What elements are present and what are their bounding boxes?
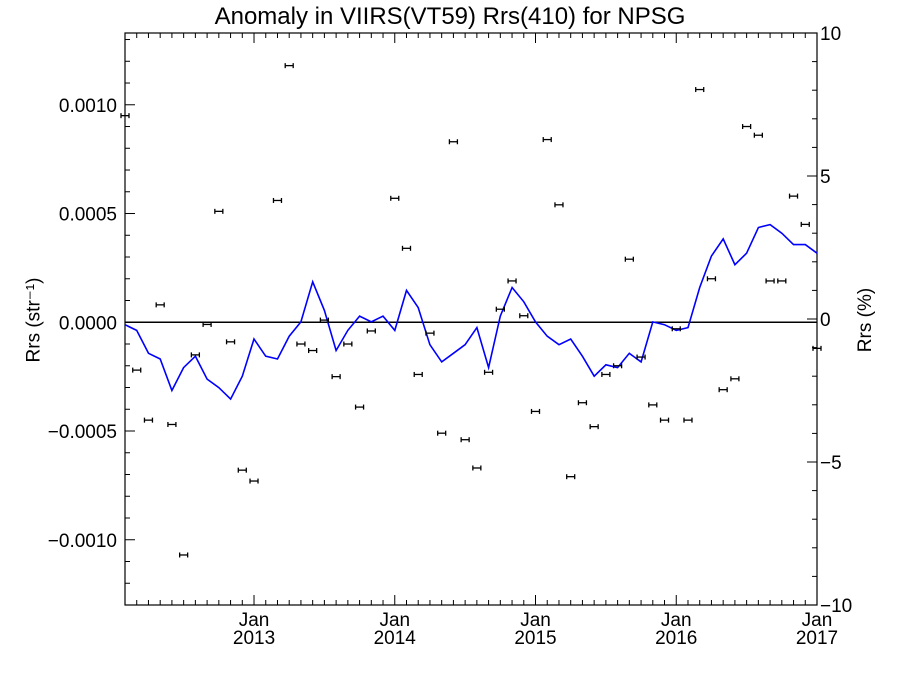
data-point xyxy=(601,371,611,377)
data-point xyxy=(249,478,259,484)
x-tick-label-month: Jan xyxy=(661,610,692,631)
data-point xyxy=(460,437,470,443)
data-point xyxy=(401,245,412,251)
data-point xyxy=(331,374,341,380)
y-tick-label-left: −0.0005 xyxy=(48,422,117,443)
data-point xyxy=(483,369,494,375)
data-point xyxy=(612,363,623,369)
x-tick-label-year: 2013 xyxy=(233,628,275,649)
data-point xyxy=(695,87,705,93)
plot-frame xyxy=(124,32,818,606)
anomaly-percent-line xyxy=(124,223,818,401)
x-tick-label-year: 2015 xyxy=(514,628,556,649)
data-point xyxy=(741,124,752,130)
data-point xyxy=(284,63,294,69)
y-tick-label-right: 10 xyxy=(820,24,841,45)
data-point xyxy=(413,371,423,377)
data-point xyxy=(706,276,717,282)
data-point xyxy=(800,221,810,227)
x-tick-label-year: 2017 xyxy=(796,628,838,649)
data-point xyxy=(554,202,564,208)
data-point xyxy=(237,467,247,473)
x-tick-label-year: 2016 xyxy=(655,628,697,649)
y-tick-label-right: −10 xyxy=(820,596,852,617)
data-point xyxy=(530,408,541,414)
series-line xyxy=(124,223,818,401)
data-point xyxy=(225,339,236,345)
y-tick-label-left: −0.0010 xyxy=(48,531,117,552)
data-point xyxy=(120,113,130,119)
data-point xyxy=(472,465,482,471)
data-point xyxy=(202,321,212,327)
data-point xyxy=(648,402,658,408)
data-point xyxy=(190,352,201,358)
data-point xyxy=(577,400,588,406)
data-point xyxy=(155,302,165,308)
data-point xyxy=(753,132,764,138)
data-point xyxy=(214,208,224,214)
x-tick-label-month: Jan xyxy=(802,610,833,631)
data-point xyxy=(425,330,435,336)
data-point xyxy=(437,430,447,436)
data-point xyxy=(589,424,599,430)
data-point xyxy=(788,193,799,199)
data-point xyxy=(777,278,787,284)
data-point xyxy=(718,387,728,393)
x-tick-label-month: Jan xyxy=(520,610,551,631)
data-point xyxy=(765,278,775,284)
axis-ticks: Jan2013Jan2014Jan2015Jan2016Jan20170.001… xyxy=(48,24,852,649)
data-point xyxy=(448,139,459,145)
x-tick-label-month: Jan xyxy=(239,610,270,631)
data-point xyxy=(132,367,142,373)
data-point xyxy=(671,326,681,332)
data-point xyxy=(659,417,670,423)
data-point xyxy=(178,552,189,558)
y-tick-label-right: −5 xyxy=(820,453,842,474)
data-point xyxy=(354,404,365,410)
data-point xyxy=(624,256,634,262)
data-point xyxy=(636,354,646,360)
y-tick-label-left: 0.0000 xyxy=(59,313,117,334)
data-point xyxy=(519,313,529,319)
data-point xyxy=(343,341,353,347)
y-tick-label-left: 0.0010 xyxy=(59,96,117,117)
data-point xyxy=(730,376,740,382)
y-tick-label-left: 0.0005 xyxy=(59,205,117,226)
y-tick-label-right: 5 xyxy=(820,167,831,188)
data-point xyxy=(812,345,822,351)
chart-title: Anomaly in VIIRS(VT59) Rrs(410) for NPSG xyxy=(214,3,686,30)
data-point xyxy=(167,421,177,427)
data-point xyxy=(566,474,576,480)
x-tick-label-month: Jan xyxy=(379,610,410,631)
data-point xyxy=(507,278,517,284)
data-point xyxy=(272,197,283,203)
data-point xyxy=(296,341,306,347)
y-tick-label-right: 0 xyxy=(820,310,831,331)
data-point xyxy=(366,328,376,334)
data-point xyxy=(319,317,330,323)
data-point xyxy=(390,195,400,201)
data-point xyxy=(143,417,154,423)
data-point xyxy=(308,348,318,354)
data-point xyxy=(683,417,693,423)
plot-border xyxy=(124,32,818,606)
data-point xyxy=(542,137,552,143)
series-points xyxy=(120,63,822,558)
data-point xyxy=(495,306,505,312)
x-tick-label-year: 2014 xyxy=(374,628,417,649)
